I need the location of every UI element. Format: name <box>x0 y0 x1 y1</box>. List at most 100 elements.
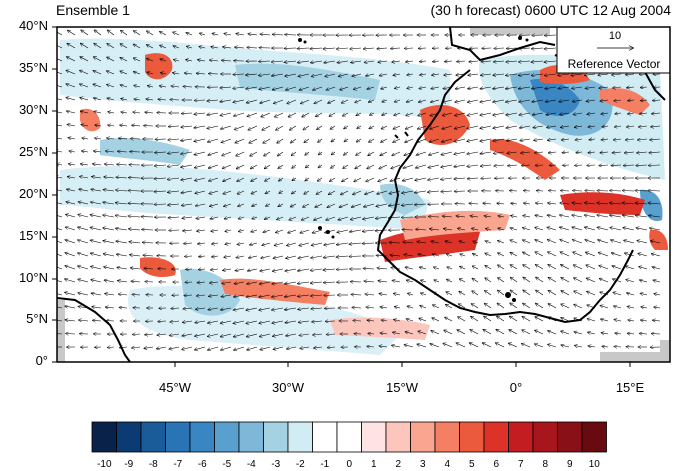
wind-vector <box>247 282 258 284</box>
wind-vector <box>574 278 583 283</box>
wind-vector <box>233 333 245 337</box>
wind-vector <box>522 165 531 166</box>
wind-vector <box>91 266 102 270</box>
wind-vector <box>120 58 128 62</box>
colorbar-swatch <box>214 421 240 453</box>
wind-vector <box>561 139 570 140</box>
wind-vector <box>186 33 193 35</box>
wind-vector <box>249 138 258 143</box>
wind-vector <box>94 57 102 62</box>
wind-vector <box>586 252 596 257</box>
wind-vector <box>519 61 531 62</box>
wind-vector <box>367 346 375 347</box>
wind-vector <box>134 85 141 87</box>
wind-vector <box>585 74 596 75</box>
wind-vector <box>246 99 258 103</box>
wind-vector <box>485 253 492 257</box>
wind-vector <box>279 191 284 193</box>
wind-vector <box>234 125 245 130</box>
wind-vector <box>506 99 518 102</box>
wind-vector <box>443 87 453 89</box>
wind-vector <box>65 253 76 257</box>
wind-vector <box>368 151 375 156</box>
wind-vector <box>223 269 232 270</box>
wind-vector <box>235 138 245 143</box>
wind-vector <box>380 151 388 156</box>
wind-vector <box>105 164 115 165</box>
wind-vector <box>104 267 115 270</box>
wind-vector <box>481 61 492 62</box>
wind-vector <box>523 252 531 257</box>
wind-vector <box>416 151 427 155</box>
wind-vector <box>233 320 245 323</box>
wind-vector <box>653 280 661 282</box>
wind-vector <box>441 191 453 192</box>
wind-vector <box>472 266 479 270</box>
wind-vector <box>432 74 440 75</box>
wind-vector <box>158 321 167 322</box>
wind-vector <box>611 240 622 244</box>
wind-vector <box>260 346 271 350</box>
wind-vector <box>338 216 349 220</box>
colorbar-swatch <box>312 421 338 453</box>
wind-vector <box>78 240 89 244</box>
wind-vector <box>480 138 492 141</box>
wind-vector <box>108 112 115 113</box>
wind-vector <box>104 177 115 178</box>
wind-vector <box>207 100 219 101</box>
wind-vector <box>196 73 206 74</box>
wind-vector <box>367 164 375 169</box>
wind-vector <box>443 343 453 348</box>
wind-vector <box>640 293 648 295</box>
wind-vector <box>447 254 453 256</box>
wind-vector <box>356 151 362 155</box>
wind-vector <box>336 256 349 257</box>
wind-vector <box>545 87 557 89</box>
wind-vector <box>447 279 453 282</box>
wind-vector <box>622 191 635 192</box>
wind-vector <box>120 44 128 49</box>
wind-vector <box>585 203 596 204</box>
wind-vector <box>299 334 310 336</box>
wind-vector <box>157 334 167 335</box>
wind-vector <box>588 152 596 153</box>
wind-vector <box>155 152 167 153</box>
wind-vector <box>622 203 635 204</box>
wind-vector <box>546 113 557 115</box>
wind-vector <box>287 99 297 104</box>
wind-vector <box>183 230 193 231</box>
reference-vector-box <box>556 26 671 74</box>
wind-vector <box>263 138 271 143</box>
wind-vector <box>377 48 388 49</box>
wind-vector <box>574 318 583 322</box>
wind-vector <box>614 320 622 322</box>
wind-vector <box>301 99 310 104</box>
wind-vector <box>273 268 284 271</box>
wind-vector <box>208 164 219 168</box>
wind-vector <box>388 217 401 218</box>
wind-vector <box>493 74 505 75</box>
wind-vector <box>484 216 492 217</box>
wind-vector <box>132 125 141 126</box>
wind-vector <box>405 332 414 335</box>
wind-vector <box>121 30 128 36</box>
wind-vector <box>292 164 297 168</box>
wind-vector <box>182 204 193 206</box>
wind-vector <box>325 229 336 233</box>
wind-vector <box>146 99 154 100</box>
wind-vector <box>129 242 141 243</box>
wind-vector <box>67 189 76 191</box>
wind-vector <box>430 344 440 348</box>
wind-vector <box>481 178 492 179</box>
wind-vector <box>377 190 388 194</box>
wind-vector <box>419 318 427 322</box>
wind-vector <box>236 256 245 258</box>
wind-vector <box>598 74 609 75</box>
wind-vector <box>351 294 362 295</box>
wind-vector <box>364 61 375 63</box>
wind-vector <box>459 241 466 243</box>
wind-vector <box>298 269 310 271</box>
wind-vector <box>131 139 141 140</box>
wind-vector <box>248 34 258 35</box>
wind-vector <box>349 243 362 244</box>
